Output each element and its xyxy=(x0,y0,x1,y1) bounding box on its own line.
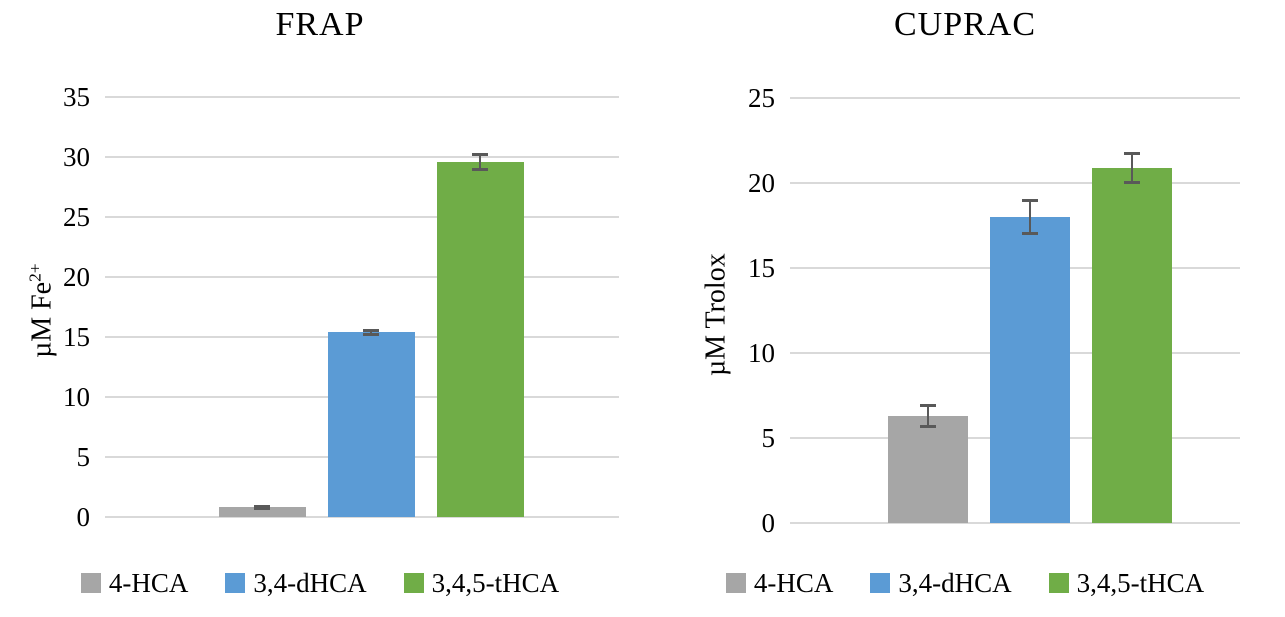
error-bar xyxy=(479,154,481,169)
legend-swatch xyxy=(725,573,746,593)
gridline xyxy=(790,97,1240,99)
y-tick-label: 20 xyxy=(63,262,90,292)
y-tick-label: 25 xyxy=(748,83,775,113)
error-bar-cap-top xyxy=(1022,199,1038,203)
y-tick-label: 35 xyxy=(63,82,90,112)
legend-item-3,4,5-tHCA: 3,4,5-tHCA xyxy=(1048,567,1205,599)
gridline xyxy=(105,516,619,518)
y-tick-label: 15 xyxy=(748,253,775,283)
y-axis-label-cuprac: µM Trolox xyxy=(693,194,732,434)
bar-3,4,5-tHCA xyxy=(436,161,524,517)
error-bar-cap-bottom xyxy=(363,332,379,336)
legend-label: 3,4,5-tHCA xyxy=(1076,567,1205,598)
legend-item-4-HCA: 4-HCA xyxy=(80,567,189,599)
gridline xyxy=(790,182,1240,184)
y-tick-label: 0 xyxy=(76,502,91,532)
error-bar-cap-top xyxy=(363,328,379,332)
error-bar-cap-top xyxy=(1124,151,1140,155)
error-bar xyxy=(1131,153,1133,183)
legend-item-3,4,5-tHCA: 3,4,5-tHCA xyxy=(403,567,560,599)
legend-swatch xyxy=(870,573,891,593)
error-bar-cap-bottom xyxy=(254,507,270,511)
error-bar-cap-bottom xyxy=(1124,180,1140,184)
error-bar-cap-top xyxy=(254,504,270,508)
frap-chart: FRAP µM Fe2+ 0 5 10 15 20 25 30 35 4-HCA 3,4-dHC… xyxy=(0,0,640,617)
gridline xyxy=(790,522,1240,524)
y-tick-label: 5 xyxy=(761,423,776,453)
bar-3,4,5-tHCA xyxy=(1092,167,1172,523)
legend-swatch xyxy=(403,573,424,593)
chart-legend-cuprac: 4-HCA 3,4-dHCA 3,4,5-tHCA xyxy=(645,566,1285,600)
legend-swatch xyxy=(1048,573,1069,593)
chart-title-cuprac: CUPRAC xyxy=(893,6,1037,43)
bar-3,4-dHCA xyxy=(327,332,415,517)
bar-4-HCA xyxy=(888,415,968,523)
legend-swatch xyxy=(225,573,246,593)
legend-label: 4-HCA xyxy=(108,567,189,598)
legend-label: 3,4-dHCA xyxy=(898,567,1012,598)
y-tick-label: 0 xyxy=(761,508,776,538)
gridline xyxy=(105,276,619,278)
chart-title-frap: FRAP xyxy=(275,6,365,43)
y-tick-label: 20 xyxy=(748,168,775,198)
y-tick-label: 5 xyxy=(76,442,91,472)
legend-swatch xyxy=(80,573,101,593)
legend-item-3,4-dHCA: 3,4-dHCA xyxy=(870,567,1012,599)
chart-legend-frap: 4-HCA 3,4-dHCA 3,4,5-tHCA xyxy=(0,566,640,600)
y-tick-label: 25 xyxy=(63,202,90,232)
error-bar xyxy=(1029,200,1031,234)
error-bar xyxy=(927,405,929,427)
gridline xyxy=(105,96,619,98)
legend-label: 4-HCA xyxy=(753,567,834,598)
error-bar-cap-top xyxy=(920,404,936,408)
bar-4-HCA xyxy=(218,507,306,517)
gridline xyxy=(105,156,619,158)
cuprac-chart: CUPRAC µM Trolox 0 5 10 15 20 25 4-HCA 3,4-dHC… xyxy=(645,0,1285,617)
error-bar-cap-top xyxy=(472,153,488,157)
legend-label: 3,4-dHCA xyxy=(253,567,367,598)
error-bar-cap-bottom xyxy=(1022,231,1038,235)
legend-item-4-HCA: 4-HCA xyxy=(725,567,834,599)
y-tick-label: 10 xyxy=(748,338,775,368)
y-tick-label: 10 xyxy=(63,382,90,412)
error-bar xyxy=(370,330,372,334)
error-bar-cap-bottom xyxy=(472,167,488,171)
y-tick-label: 30 xyxy=(63,142,90,172)
error-bar-cap-bottom xyxy=(920,424,936,428)
legend-label: 3,4,5-tHCA xyxy=(431,567,560,598)
bar-3,4-dHCA xyxy=(990,217,1070,523)
y-tick-label: 15 xyxy=(63,322,90,352)
legend-item-3,4-dHCA: 3,4-dHCA xyxy=(225,567,367,599)
gridline xyxy=(105,216,619,218)
